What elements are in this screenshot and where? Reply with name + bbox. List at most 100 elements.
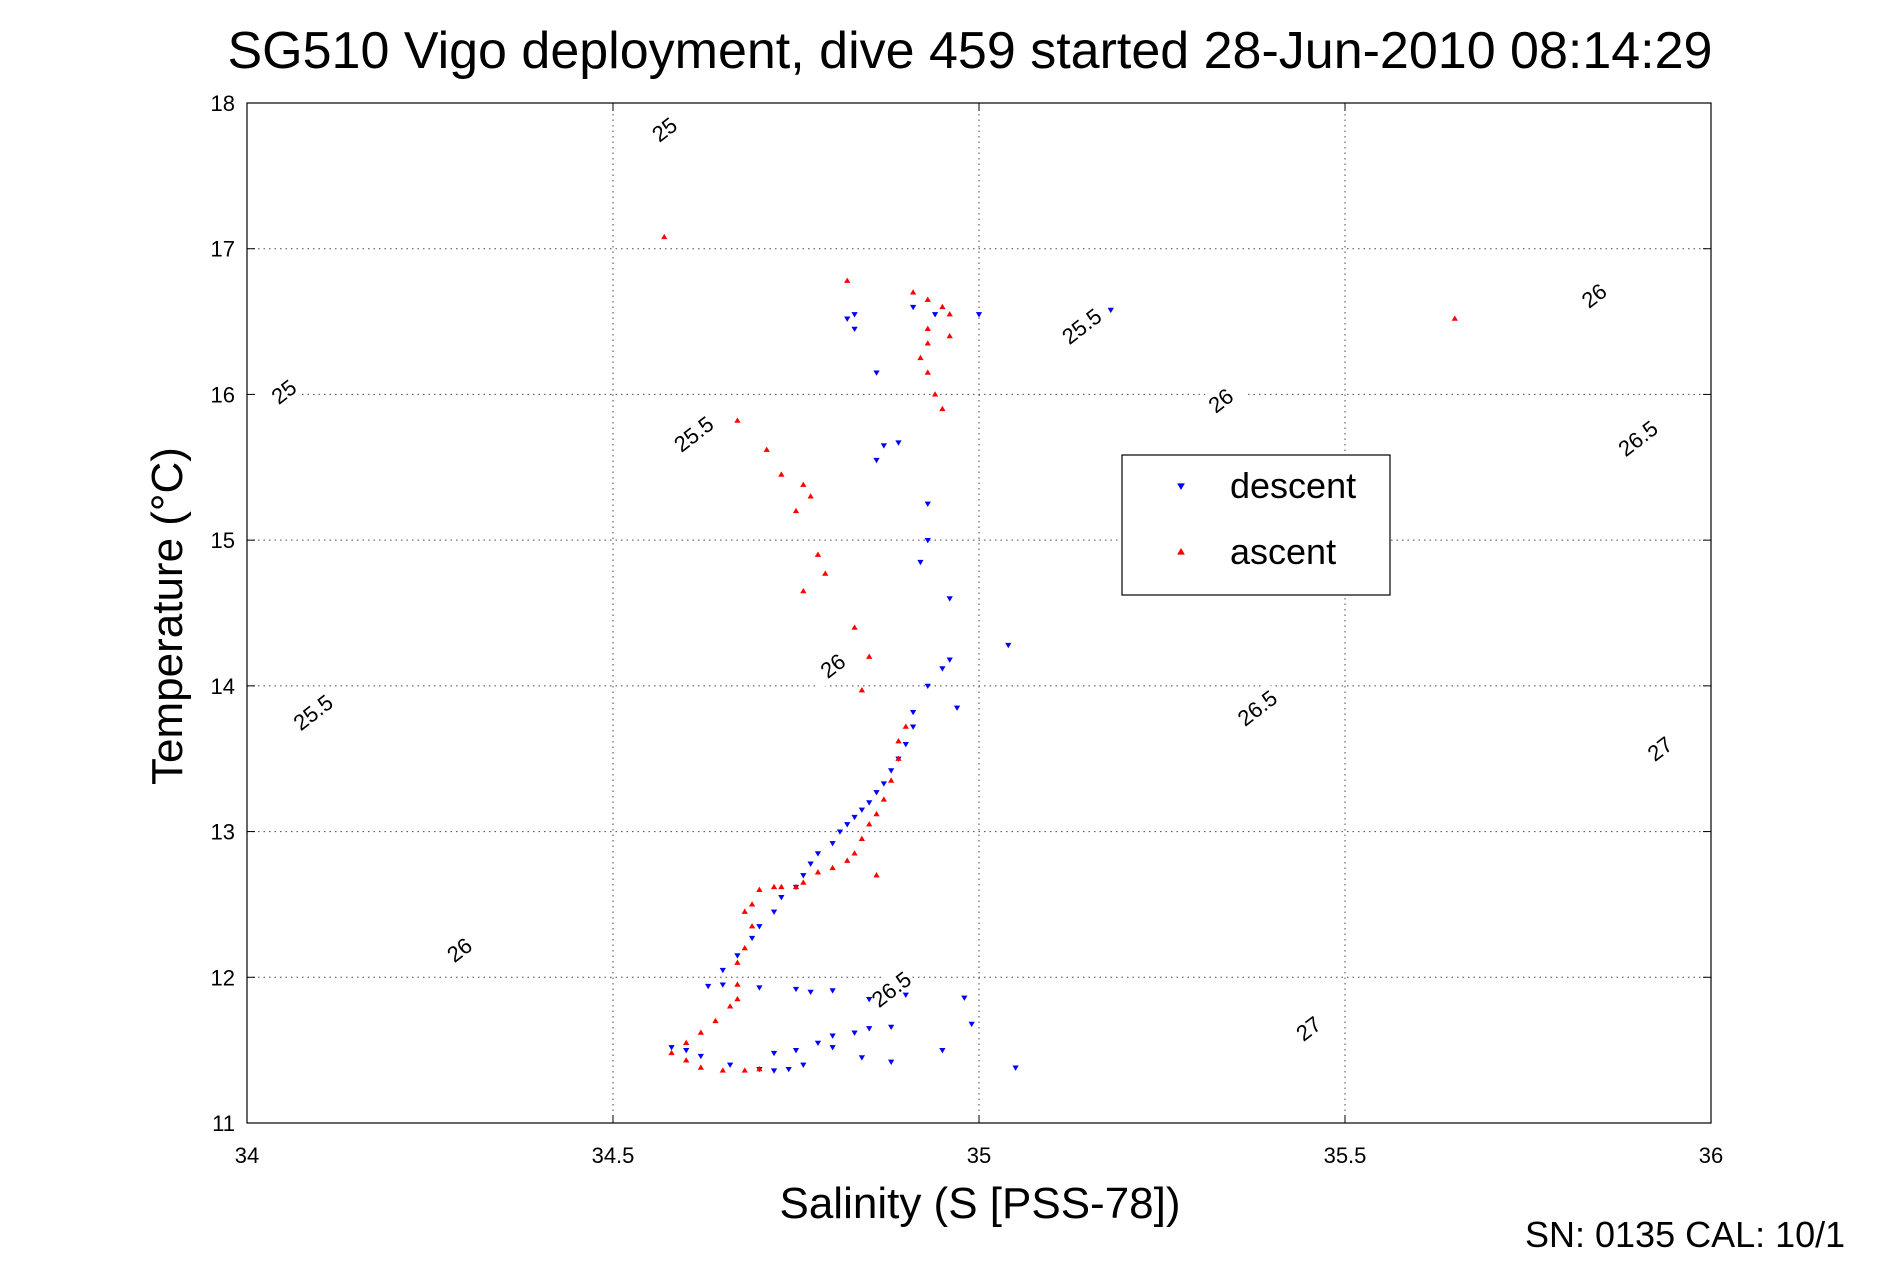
x-tick-label: 34: [235, 1143, 259, 1168]
descent-point: [931, 312, 939, 318]
y-tick-label: 15: [211, 528, 235, 553]
descent-point: [888, 1024, 895, 1031]
descent-point: [829, 1033, 836, 1039]
descent-point: [946, 596, 953, 602]
ascent-point: [778, 471, 785, 477]
y-tick-label: 12: [211, 965, 235, 990]
descent-point: [924, 538, 931, 544]
y-tick-label: 14: [211, 674, 235, 699]
descent-point: [924, 501, 931, 507]
y-tick-label: 18: [211, 91, 235, 116]
ascent-point: [756, 886, 763, 892]
ascent-point: [734, 995, 741, 1002]
descent-point: [953, 705, 961, 711]
contour-label-background: [1280, 1002, 1335, 1053]
ascent-point: [829, 864, 836, 871]
ascent-point: [800, 587, 807, 594]
descent-point: [792, 986, 800, 993]
y-tick-label: 17: [211, 237, 235, 262]
descent-point: [858, 807, 866, 813]
descent-point: [1107, 307, 1114, 314]
descent-point: [873, 370, 880, 376]
ascent-point: [939, 405, 946, 412]
descent-point: [836, 829, 844, 835]
descent-point: [961, 995, 968, 1001]
descent-point: [975, 312, 983, 318]
descent-point: [829, 1045, 836, 1051]
descent-point: [756, 985, 763, 991]
descent-point: [785, 1066, 792, 1073]
ascent-point: [873, 872, 880, 878]
ascent-point: [800, 879, 807, 885]
ascent-point: [792, 507, 800, 514]
descent-point: [792, 1048, 800, 1054]
descent-point: [873, 457, 880, 464]
descent-point: [880, 781, 887, 787]
descent-point: [851, 312, 858, 318]
contour-label-background: [665, 408, 720, 458]
descent-point: [734, 953, 741, 959]
ascent-point: [858, 687, 866, 693]
legend-marker-ascent: [1177, 548, 1185, 555]
descent-point: [866, 997, 873, 1003]
descent-point: [770, 1068, 778, 1074]
ascent-point: [734, 959, 741, 965]
ascent-point: [697, 1029, 704, 1035]
descent-point: [917, 559, 924, 566]
descent-point: [946, 657, 953, 663]
descent-point: [807, 989, 814, 996]
ascent-point: [734, 417, 741, 423]
ascent-point: [873, 810, 880, 817]
ascent-point: [807, 493, 814, 499]
descent-point: [719, 982, 726, 988]
ascent-point: [778, 883, 785, 890]
descent-point: [902, 742, 909, 748]
ascent-point: [763, 446, 770, 452]
descent-point: [902, 992, 909, 998]
descent-point: [873, 790, 880, 796]
y-tick-label: 13: [211, 820, 235, 845]
ascent-point: [895, 738, 902, 744]
chart-title: SG510 Vigo deployment, dive 459 started …: [228, 22, 1713, 80]
descent-point: [1005, 642, 1012, 649]
ascent-point: [668, 1049, 675, 1056]
contour-label-background: [863, 963, 918, 1014]
descent-point: [726, 1062, 734, 1068]
ascent-point: [946, 332, 953, 339]
descent-point: [800, 1062, 807, 1068]
ascent-point: [895, 755, 902, 761]
x-tick-label: 34.5: [592, 1143, 635, 1168]
contour-label-background: [285, 686, 340, 737]
ascent-point: [683, 1057, 690, 1063]
x-axis-label: Salinity (S [PSS-78]): [779, 1179, 1180, 1228]
descent-point: [719, 967, 726, 974]
descent-point: [888, 1059, 895, 1065]
descent-point: [748, 935, 756, 942]
ascent-point: [748, 901, 756, 907]
descent-point: [909, 709, 917, 716]
ascent-point: [851, 624, 858, 630]
serial-calibration-note: SN: 0135 CAL: 10/1: [1525, 1214, 1845, 1255]
descent-point: [697, 1053, 704, 1060]
ascent-point: [683, 1039, 690, 1045]
ascent-point: [902, 723, 909, 729]
descent-point: [909, 724, 917, 730]
ascent-point: [756, 1065, 763, 1072]
ascent-point: [741, 1067, 748, 1073]
descent-point: [851, 1030, 858, 1036]
descent-point: [909, 304, 917, 311]
descent-point: [814, 851, 822, 857]
descent-point: [756, 924, 763, 930]
contour-label-background: [805, 639, 859, 690]
ascent-point: [748, 923, 756, 929]
y-tick-label: 16: [211, 382, 235, 407]
descent-point: [770, 909, 778, 915]
descent-point: [866, 800, 873, 806]
descent-point: [851, 326, 858, 333]
ascent-point: [866, 821, 873, 827]
y-tick-label: 11: [212, 1111, 235, 1136]
descent-point: [858, 1055, 866, 1061]
legend-label-ascent: ascent: [1230, 531, 1336, 572]
descent-point: [844, 822, 851, 828]
